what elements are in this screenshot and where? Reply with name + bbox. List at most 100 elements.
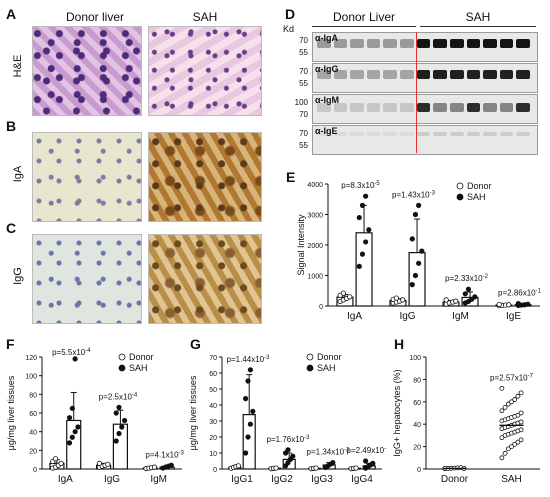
x-tick-label: IgG1 [231,474,253,485]
data-point-sah [247,421,254,427]
blot-band [366,39,381,48]
blot-band [317,103,331,112]
blot-band [317,70,331,79]
data-point-sah [168,462,174,468]
blot-band [350,103,364,112]
chart-g: G 0 10 20 30 40 50 60 70 μg/mg liver tissues IgG1 p… [188,336,386,485]
blot-1 [312,63,538,93]
data-point-donor [393,295,399,301]
p-value-label: p=4.1x10-3 [145,450,184,459]
blot-band [366,70,381,79]
blot-band [383,103,398,112]
data-point-donor [400,297,406,303]
blot-band [416,39,431,48]
blot-antibody-label: α-IgM [315,95,340,105]
blot-band [499,39,514,48]
y-tick-label: 50 [209,387,217,394]
blot-band [483,132,497,136]
y-tick-label: 10 [209,451,217,458]
y-axis-label: Signal Intensity [296,214,306,276]
data-point-sah [416,260,422,266]
panel-label-b: B [6,118,17,134]
y-tick-label: 0 [417,467,421,474]
data-point-sah [66,440,73,446]
data-point-donor [347,294,353,300]
y-tick-label: 20 [413,445,421,452]
blot-band [499,103,514,112]
p-value-label: p=1.76x10-3 [267,435,311,444]
panel-label-g: G [190,336,201,352]
blot-2 [312,94,538,124]
data-point-sah [462,291,468,297]
data-point-sah [359,251,366,257]
blot-3 [312,125,538,155]
blot-band [416,103,431,112]
data-point-sah [116,404,122,411]
blot-band [433,103,447,112]
panel-label-d: D [285,6,296,22]
data-point-sah [502,450,508,456]
he-donor-image [32,26,142,116]
y-tick-label: 3000 [307,213,323,220]
row-head-iga: IgA [12,165,24,183]
data-point-sah [363,458,369,464]
blot-header-line-donor [312,26,416,27]
legend-marker-donor [456,182,464,190]
x-tick-label: IgG3 [311,474,333,485]
legend-entry-donor: Donor [467,181,492,191]
blot-antibody-label: α-IgG [315,64,339,74]
blot-antibody-label: α-IgE [315,126,338,136]
blot-band [366,132,381,136]
igg-donor-image [32,234,142,324]
data-point-sah [518,427,524,433]
blot-band [333,39,348,48]
p-value-label: p=2.49x10-2 [347,446,386,455]
col-head-sah: SAH [192,10,218,24]
kd-marker: 55 [299,79,308,88]
data-point-sah [509,399,514,405]
legend-marker-sah [306,364,314,372]
data-point-sah [69,405,75,411]
blot-band [400,103,414,112]
kd-marker: 55 [299,48,308,57]
x-tick-label: IgM [150,474,167,485]
bar-sah [112,423,129,470]
data-point-sah [515,412,521,418]
blot-header-line-sah [420,26,536,27]
chart-h: H 0 20 40 60 80 100 IgG+ hepatocytes (%) Donor SA… [392,336,540,485]
data-point-sah [66,415,73,421]
y-tick-label: 40 [29,430,37,437]
blot-band [516,39,530,48]
data-point-sah [69,434,75,440]
chart-e: E 0 1000 2000 3000 4000 Signal Intensity IgA p=8… [286,169,542,322]
blot-band [499,132,514,136]
blot-band [466,103,481,112]
blot-band [516,70,530,79]
data-point-sah [72,356,78,362]
data-point-sah [518,437,524,443]
data-point-sah [525,301,531,307]
blot-col-donor: Donor Liver [332,10,396,24]
blot-band [383,132,398,136]
legend-marker-donor [306,353,314,361]
row-head-he: H&E [12,54,24,78]
data-point-sah [359,202,366,208]
data-point-sah [472,294,478,300]
kd-marker: 55 [299,141,308,150]
blot-band [400,39,414,48]
legend-entry-donor: Donor [129,352,154,362]
data-point-sah [330,460,336,466]
y-tick-label: 120 [25,355,37,362]
y-tick-label: 60 [413,400,421,407]
data-point-sah [116,430,122,437]
legend-entry-sah: SAH [317,363,336,373]
data-point-donor [58,460,64,466]
blot-band [416,70,431,79]
legend-marker-donor [118,353,126,361]
data-point-sah [356,263,362,269]
panel-label-c: C [6,220,17,236]
blot-band [333,132,348,136]
blot-band [449,39,464,48]
data-point-sah [285,447,291,453]
y-tick-label: 4000 [307,182,323,189]
